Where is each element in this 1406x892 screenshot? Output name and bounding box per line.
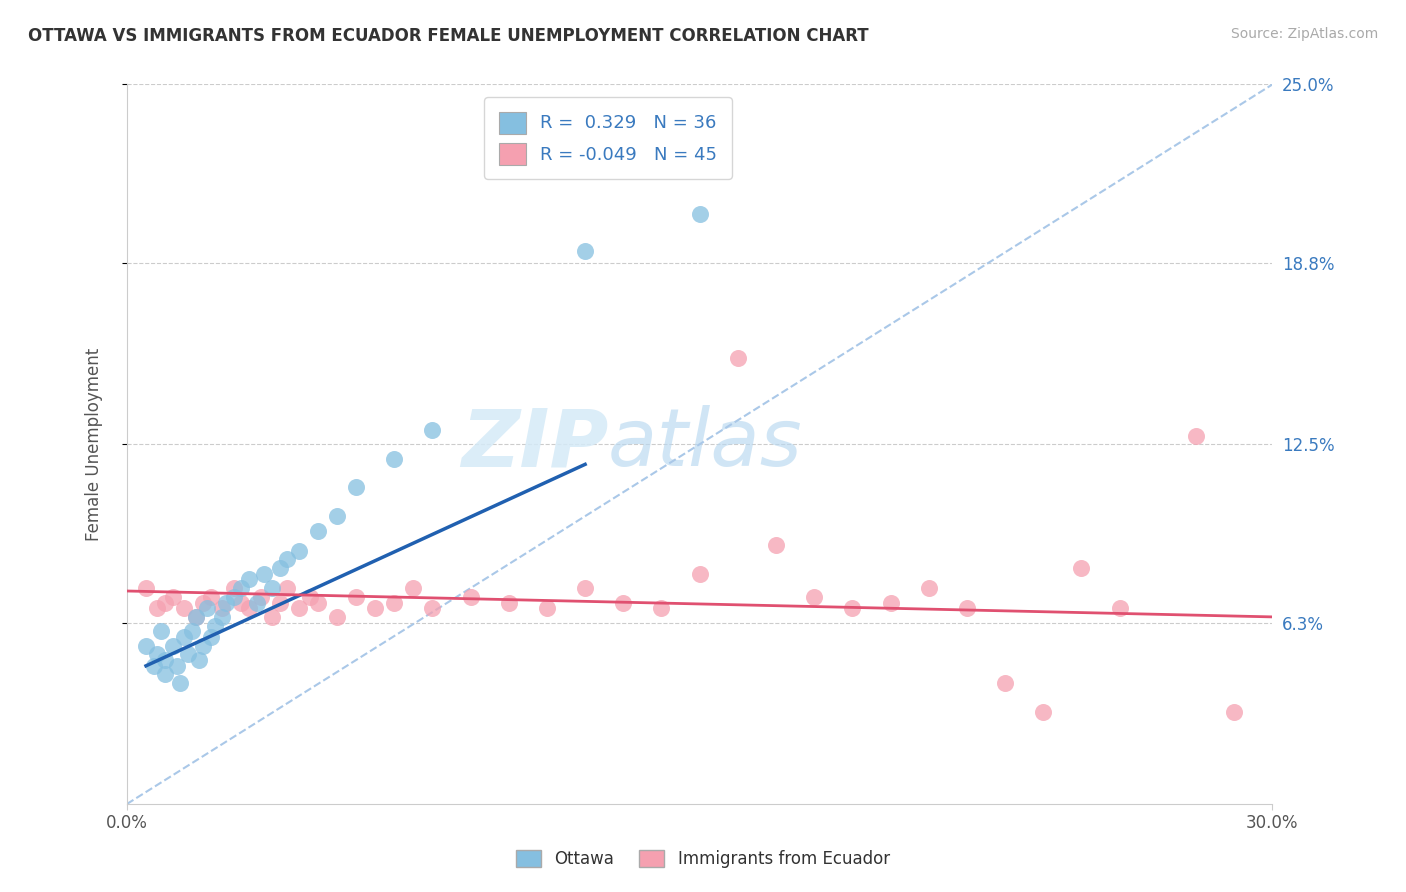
Point [200,590,222,604]
Point [307,524,329,538]
Point [326,610,349,624]
Point [612,595,634,609]
Point [536,601,558,615]
Point [153,653,176,667]
Point [193,639,215,653]
Point [1032,705,1054,719]
Text: OTTAWA VS IMMIGRANTS FROM ECUADOR FEMALE UNEMPLOYMENT CORRELATION CHART: OTTAWA VS IMMIGRANTS FROM ECUADOR FEMALE… [28,27,869,45]
Point [177,648,200,662]
Point [269,561,291,575]
Point [200,630,222,644]
Point [344,590,367,604]
Point [382,451,405,466]
Point [956,601,979,615]
Point [231,581,253,595]
Point [326,509,349,524]
Point [1185,428,1208,442]
Point [689,566,711,581]
Point [246,595,269,609]
Point [253,566,276,581]
Text: ZIP: ZIP [461,405,607,483]
Point [879,595,901,609]
Point [135,581,157,595]
Point [727,351,749,365]
Point [650,601,672,615]
Point [142,658,165,673]
Point [287,543,309,558]
Point [238,573,260,587]
Text: Source: ZipAtlas.com: Source: ZipAtlas.com [1230,27,1378,41]
Point [364,601,387,615]
Point [162,639,184,653]
Point [135,639,157,653]
Point [204,618,226,632]
Point [238,601,260,615]
Point [382,595,405,609]
Point [574,244,596,259]
Legend: R =  0.329   N = 36, R = -0.049   N = 45: R = 0.329 N = 36, R = -0.049 N = 45 [484,97,731,179]
Point [841,601,863,615]
Point [153,667,176,681]
Point [1223,705,1246,719]
Point [918,581,941,595]
Text: atlas: atlas [607,405,803,483]
Point [166,658,188,673]
Point [803,590,825,604]
Point [765,538,787,552]
Point [1070,561,1092,575]
Point [180,624,202,639]
Point [260,581,283,595]
Point [184,610,207,624]
Point [460,590,482,604]
Point [222,590,245,604]
Point [269,595,291,609]
Y-axis label: Female Unemployment: Female Unemployment [86,348,103,541]
Point [173,630,195,644]
Point [307,595,329,609]
Point [146,601,169,615]
Point [153,595,176,609]
Point [994,676,1017,690]
Point [222,581,245,595]
Point [276,552,298,566]
Legend: Ottawa, Immigrants from Ecuador: Ottawa, Immigrants from Ecuador [509,843,897,875]
Point [249,590,271,604]
Point [193,595,215,609]
Point [287,601,309,615]
Point [162,590,184,604]
Point [195,601,218,615]
Point [402,581,425,595]
Point [276,581,298,595]
Point [146,648,169,662]
Point [215,595,238,609]
Point [344,480,367,494]
Point [422,423,444,437]
Point [184,610,207,624]
Point [211,610,233,624]
Point [169,676,191,690]
Point [689,207,711,221]
Point [422,601,444,615]
Point [1108,601,1130,615]
Point [150,624,173,639]
Point [173,601,195,615]
Point [260,610,283,624]
Point [231,595,253,609]
Point [574,581,596,595]
Point [211,601,233,615]
Point [498,595,520,609]
Point [299,590,322,604]
Point [188,653,211,667]
